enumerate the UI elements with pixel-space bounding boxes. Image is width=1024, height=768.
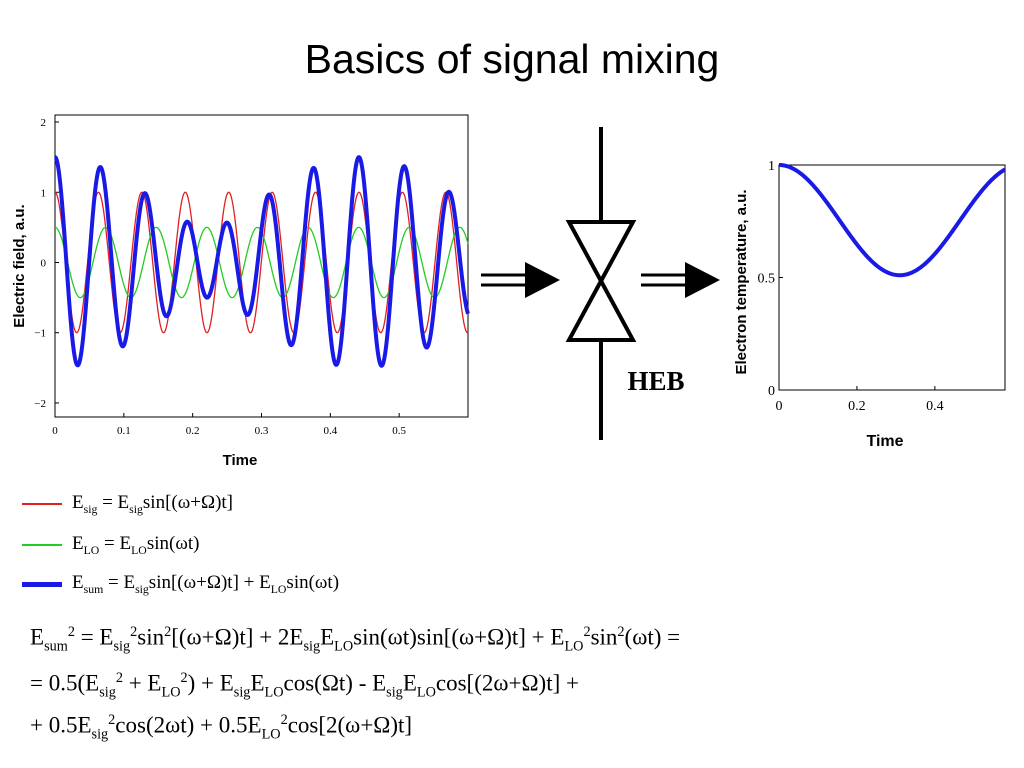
x-tick-label: 0.4 <box>323 425 337 437</box>
electron-temperature-y-axis-label: Electron temperature, a.u. <box>733 189 750 374</box>
legend-swatch-e-sum <box>22 581 62 587</box>
electron-temperature-chart: 0 0.2 0.4 1 0.5 0 Time Electron temperature, … <box>733 159 1006 450</box>
legend-equation-e-sum: Esum = Esigsin[(ω+Ω)t] + ELOsin(ωt) <box>72 571 340 596</box>
y-tick-label: 2 <box>41 117 47 129</box>
slide-title: Basics of signal mixing <box>304 36 720 82</box>
legend-swatch-e-sig <box>22 503 62 505</box>
legend-equation-e-lo: ELO = ELOsin(ωt) <box>72 532 200 557</box>
y-tick-label: −1 <box>34 328 46 340</box>
legend-swatch-e-lo <box>22 544 62 546</box>
y-tick-label: 1 <box>41 187 47 199</box>
x-tick-label: 0.3 <box>255 425 269 437</box>
equation-line-2: = 0.5(Esig2 + ELO2) + EsigELOcos(Ωt) - E… <box>30 670 579 701</box>
y-tick-label: 0.5 <box>758 272 776 287</box>
double-line-arrow-icon <box>641 262 720 298</box>
series-line-e-sum <box>53 155 470 368</box>
x-tick-label: 0.4 <box>926 399 944 414</box>
y-tick-label: −2 <box>34 398 46 410</box>
legend-item-e-sig: Esig = Esigsin[(ω+Ω)t] <box>22 490 233 518</box>
x-tick-label: 0.5 <box>392 425 406 437</box>
y-tick-label: 0 <box>41 257 47 269</box>
y-tick-label: 0 <box>768 384 775 399</box>
x-tick-label: 0.2 <box>848 399 866 414</box>
electric-field-y-axis-label: Electric field, a.u. <box>11 204 28 327</box>
legend-item-e-sum: Esum = Esigsin[(ω+Ω)t] + ELOsin(ωt) <box>22 570 339 598</box>
double-line-arrow-icon <box>481 262 560 298</box>
x-tick-label: 0.2 <box>186 425 200 437</box>
heb-label: HEB <box>627 366 684 396</box>
series-line-electron-temperature <box>778 163 1006 278</box>
legend-equation-e-sig: Esig = Esigsin[(ω+Ω)t] <box>72 491 234 516</box>
x-tick-label: 0.1 <box>117 425 131 437</box>
y-tick-label: 1 <box>768 159 775 174</box>
electric-field-x-axis-label: Time <box>223 452 258 469</box>
equation-line-3: + 0.5Esig2cos(2ωt) + 0.5ELO2cos[2(ω+Ω)t] <box>30 712 413 743</box>
heb-mixer-symbol-icon <box>565 127 637 440</box>
electric-field-chart: 0 0.1 0.2 0.3 0.4 0.5 2 1 0 −1 −2 Time Electric fi… <box>11 114 470 469</box>
electron-temperature-ticks: 0 0.2 0.4 1 0.5 0 <box>758 159 944 414</box>
x-tick-label: 0 <box>52 425 58 437</box>
electron-temperature-plot-frame <box>778 164 1006 391</box>
equation-line-1: Esum2 = Esig2sin2[(ω+Ω)t] + 2EsigELOsin(… <box>30 624 681 655</box>
electric-field-ticks: 0 0.1 0.2 0.3 0.4 0.5 2 1 0 −1 −2 <box>34 117 406 437</box>
x-tick-label: 0 <box>776 399 783 414</box>
legend-item-e-lo: ELO = ELOsin(ωt) <box>22 531 199 559</box>
electron-temperature-x-axis-label: Time <box>866 433 903 450</box>
